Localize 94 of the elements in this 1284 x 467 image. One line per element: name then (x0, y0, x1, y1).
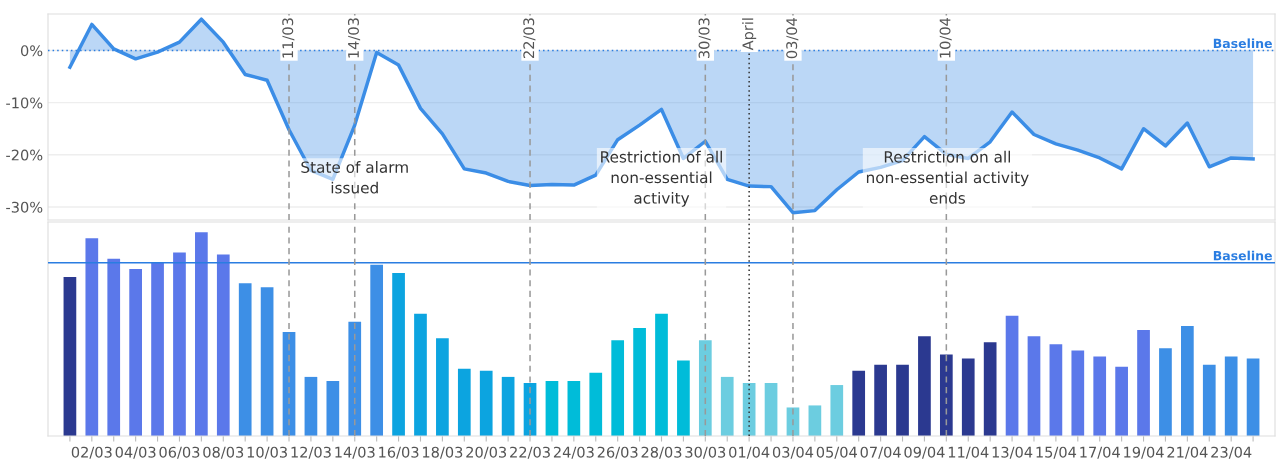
x-tick-label: 06/03 (159, 446, 200, 459)
x-tick-label: 13/04 (992, 446, 1033, 459)
bar (1137, 330, 1150, 436)
x-tick-label: 03/04 (772, 446, 814, 459)
x-tick-label: 08/03 (203, 446, 244, 459)
ref-line-label: Baseline (1213, 250, 1272, 261)
bar (1246, 358, 1260, 436)
y-tick-label: -10% (6, 97, 43, 109)
x-tick-label: 24/03 (553, 446, 594, 459)
bar (567, 380, 581, 436)
bar (195, 232, 208, 436)
x-tick-label: 11/04 (948, 446, 989, 459)
x-tick-label: 02/03 (71, 446, 112, 459)
bar (151, 262, 164, 436)
x-tick-label: 22/03 (510, 446, 550, 459)
bar (677, 360, 690, 436)
bar (830, 385, 844, 436)
bar (1115, 366, 1128, 436)
bar (260, 287, 274, 436)
bar (85, 238, 99, 436)
bar (918, 336, 931, 436)
x-tick-label: 10/03 (247, 446, 287, 459)
bar (983, 342, 997, 436)
x-tick-label: 18/03 (422, 446, 463, 459)
x-tick-label: 01/04 (729, 446, 770, 459)
bar (63, 277, 77, 436)
x-tick-label: 30/03 (685, 446, 726, 459)
bar (1224, 356, 1238, 436)
annotation: Restriction on all non-essential activity ends (866, 150, 1029, 204)
ref-line-label: 14/03 (347, 18, 361, 58)
bar (392, 272, 405, 436)
x-tick-label: 28/03 (641, 446, 682, 459)
bar (107, 258, 121, 436)
ref-line-label: Baseline (1213, 38, 1272, 49)
bar (655, 313, 668, 436)
bar (896, 364, 909, 436)
bar (1159, 348, 1172, 436)
bar (1093, 356, 1107, 436)
bar (611, 340, 625, 436)
x-tick-label: 26/03 (597, 446, 638, 459)
ref-line-label: 30/03 (698, 18, 711, 59)
x-tick-label: 20/03 (466, 446, 507, 459)
ref-line-label: 11/03 (282, 18, 295, 58)
x-tick-label: 23/04 (1211, 446, 1252, 459)
bar (129, 268, 142, 436)
x-tick-label: 16/03 (379, 446, 419, 459)
bar (173, 252, 186, 436)
bar (698, 340, 712, 436)
bar (874, 364, 887, 436)
bar (457, 368, 471, 436)
bar (808, 405, 822, 436)
ref-line-label: 10/04 (939, 17, 952, 58)
bar (238, 283, 252, 436)
bar (436, 338, 449, 436)
bar (1049, 344, 1063, 436)
ref-line-label: 22/03 (523, 18, 536, 59)
y-tick-label: -20% (6, 149, 43, 161)
bar (1181, 325, 1194, 436)
bar (1202, 364, 1216, 436)
bar (370, 264, 384, 436)
bar (326, 380, 340, 436)
x-tick-label: 21/04 (1167, 446, 1208, 459)
bar (852, 370, 866, 436)
bar (1005, 315, 1019, 436)
x-tick-label: 09/04 (904, 446, 945, 459)
bar (545, 380, 559, 436)
bar (1027, 336, 1041, 436)
bar (939, 354, 953, 436)
y-tick-label: -30% (6, 201, 43, 213)
x-tick-label: 19/04 (1124, 446, 1164, 459)
y-tick-label: 0% (20, 45, 43, 57)
x-tick-label: 17/04 (1080, 446, 1120, 459)
x-tick-label: 05/04 (816, 446, 857, 459)
x-tick-label: 04/03 (115, 446, 156, 459)
ref-line-label: April (742, 18, 757, 51)
annotation: Restriction of all non-essential activity (601, 150, 722, 207)
x-tick-label: 12/03 (291, 446, 331, 459)
annotation: State of alarm issued (301, 161, 408, 194)
bar (589, 372, 603, 436)
x-tick-label: 14/03 (335, 446, 375, 459)
bar (479, 370, 493, 436)
bar (348, 321, 362, 436)
ref-line-label: 03/04 (786, 17, 799, 59)
bar (633, 327, 646, 436)
bar (1071, 350, 1085, 436)
bar (414, 313, 427, 436)
x-tick-label: 07/04 (860, 446, 901, 459)
bar (216, 254, 230, 436)
bar (764, 383, 778, 436)
bar (304, 376, 318, 436)
bar (961, 358, 975, 436)
x-tick-label: 15/04 (1036, 446, 1077, 459)
bar (501, 376, 515, 436)
bar (720, 376, 734, 436)
